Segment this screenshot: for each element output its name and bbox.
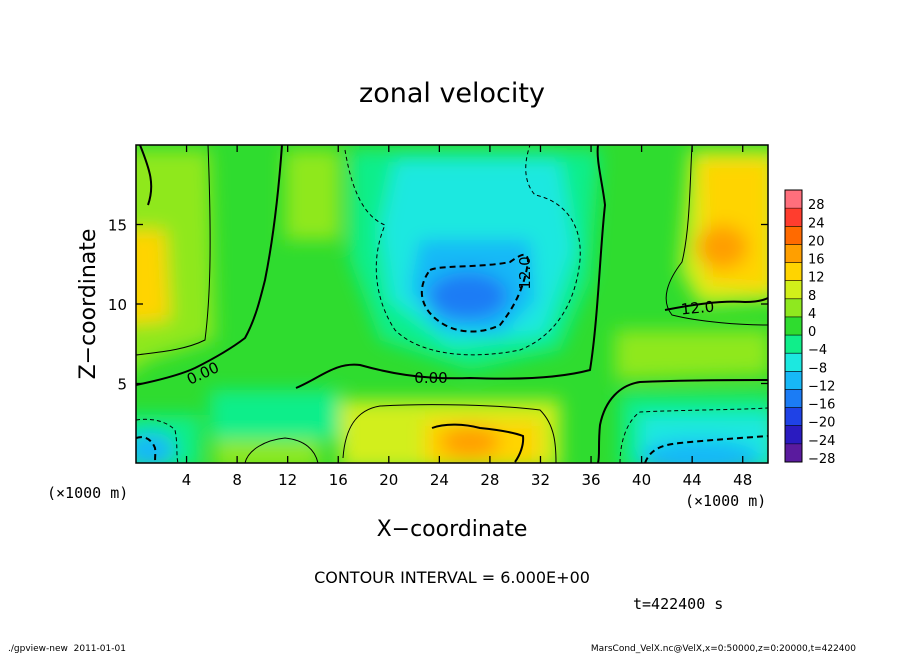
colorbar-swatch	[785, 407, 802, 427]
colorbar-label: 20	[808, 234, 825, 249]
colorbar-swatch	[785, 389, 802, 409]
colorbar-label: 28	[808, 198, 825, 213]
contour-neg6-center	[344, 145, 581, 356]
region-right-core	[700, 160, 768, 290]
colorbar-swatch	[785, 316, 802, 336]
contour-6-bottom	[342, 404, 557, 463]
y-axis-label: Z−coordinate	[76, 229, 101, 380]
contour-neg12-bottom-left	[136, 436, 157, 463]
x-tick-label: 40	[632, 471, 651, 489]
y-tick-label: 5	[117, 376, 127, 394]
x-tick-label: 28	[480, 471, 499, 489]
x-tick-label: 48	[733, 471, 752, 489]
region-left-core	[136, 230, 170, 324]
x-tick-label: 44	[683, 471, 702, 489]
colorbar-label: 16	[808, 253, 825, 268]
region-center-min	[428, 272, 508, 320]
x-tick-label: 12	[278, 471, 297, 489]
x-tick-label: 32	[531, 471, 550, 489]
contour-lines	[136, 145, 768, 463]
contour-zero-left-upper	[139, 145, 153, 206]
contour-neg12-bottom-right	[644, 435, 768, 463]
colorbar-label: 8	[808, 289, 816, 304]
colorbar-swatch	[785, 425, 802, 445]
colorbar-label: −20	[808, 416, 835, 431]
footer-right: MarsCond_VelX.nc@VelX,x=0:50000,z=0:2000…	[591, 644, 856, 654]
x-unit-left: (×1000 m)	[47, 484, 128, 502]
region-lower-mid-cool	[210, 390, 340, 440]
region-right-mid-warm	[615, 330, 768, 380]
x-axis-label: X−coordinate	[377, 517, 528, 542]
colorbar-label: −12	[808, 379, 835, 394]
region-bottom-max	[440, 426, 500, 458]
x-tick-label: 24	[430, 471, 449, 489]
contour-12-bottom	[431, 423, 525, 463]
x-tick-label: 36	[581, 471, 600, 489]
colorbar-label: −16	[808, 398, 835, 413]
colorbar-swatch	[785, 262, 802, 282]
colorbar-swatch	[785, 244, 802, 264]
contour-6-left	[136, 145, 211, 356]
colorbar-swatch	[785, 443, 802, 463]
contour-neg6-bottom-right	[619, 407, 768, 463]
colorbar-label: 12	[808, 271, 825, 286]
y-tick-label: 10	[108, 296, 127, 314]
colorbar-swatch	[785, 280, 802, 300]
contour-neg12-center	[420, 253, 530, 333]
chart-title: zonal velocity	[359, 78, 545, 109]
region-right-max	[696, 225, 748, 269]
x-tick-label: 8	[232, 471, 242, 489]
contour-6-right	[665, 145, 768, 326]
colorbar: 28 24 20 16 12 8 4 0 −4 −8 −12 −16 −20 −24 −28	[784, 189, 835, 467]
contour-label: 12.0	[516, 256, 534, 289]
y-axis: 5 10 15	[108, 217, 768, 394]
colorbar-swatch	[785, 335, 802, 354]
x-tick-label: 16	[329, 471, 348, 489]
colorbar-label: −8	[808, 361, 827, 376]
y-tick-label: 15	[108, 217, 127, 235]
contour-label: 0.00	[414, 369, 447, 387]
colorbar-swatch	[785, 190, 802, 209]
colorbar-label: −28	[808, 452, 835, 467]
x-tick-label: 4	[182, 471, 192, 489]
contour-zero-right	[597, 379, 768, 463]
x-tick-label: 20	[379, 471, 398, 489]
contour-6-bottom-left	[244, 437, 319, 463]
x-unit-right: (×1000 m)	[685, 492, 766, 510]
colorbar-swatch	[785, 208, 802, 227]
colorbar-swatch	[785, 353, 802, 372]
colorbar-label: 24	[808, 216, 825, 231]
time-label: t=422400 s	[633, 595, 723, 613]
contour-12-right	[664, 297, 768, 311]
colorbar-swatch	[785, 298, 802, 318]
footer-left: ./gpview-new 2011-01-01	[8, 644, 126, 654]
plot-area	[136, 145, 768, 463]
colorbar-swatch	[785, 371, 802, 390]
contour-label: 12.0	[680, 298, 715, 319]
colorbar-label: −24	[808, 434, 835, 449]
colorbar-swatch	[785, 226, 802, 245]
field-color-regions	[136, 150, 768, 463]
contour-zero-middle	[295, 145, 607, 389]
region-bottom-right-min	[640, 440, 760, 463]
x-axis: 4 8 12 16 20 24 28 32 36 40 44 48	[182, 145, 752, 489]
colorbar-label: 4	[808, 307, 816, 322]
contour-interval-note: CONTOUR INTERVAL = 6.000E+00	[314, 568, 590, 587]
colorbar-label: 0	[808, 325, 816, 340]
region-upper-mid-warm	[285, 150, 340, 240]
contour-zero-left	[136, 145, 283, 386]
colorbar-label: −4	[808, 343, 827, 358]
